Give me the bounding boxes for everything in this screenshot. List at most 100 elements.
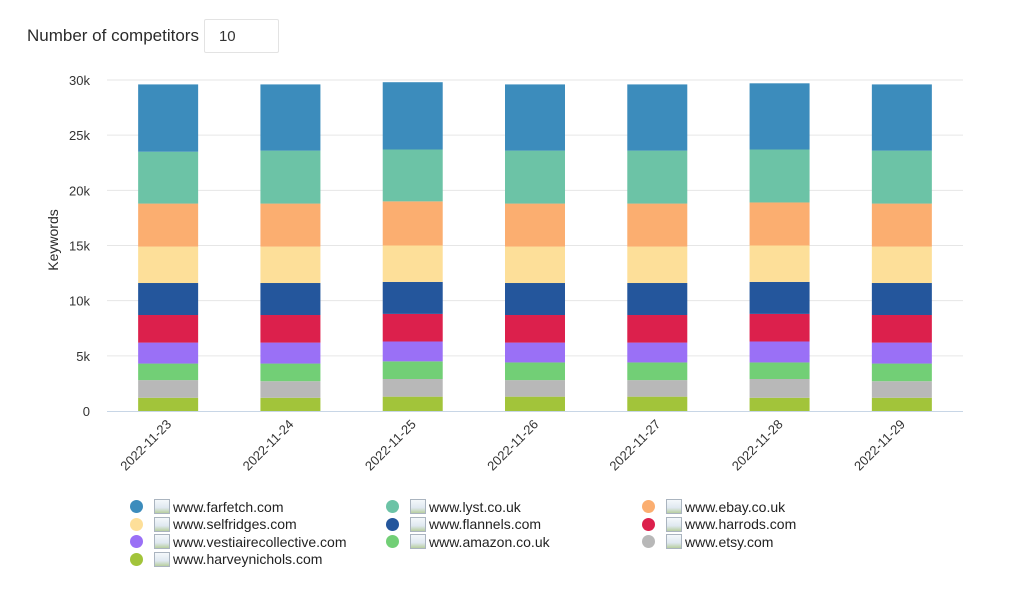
legend-label: www.etsy.com xyxy=(685,533,774,550)
bar-segment xyxy=(505,283,565,316)
legend-color-dot xyxy=(642,535,655,548)
bar-segment xyxy=(749,313,810,342)
legend-item[interactable]: www.amazon.co.uk xyxy=(386,533,550,550)
bar-segment xyxy=(260,246,321,284)
bar-segment xyxy=(871,246,932,284)
legend-color-dot xyxy=(386,535,399,548)
legend-item[interactable]: www.etsy.com xyxy=(642,533,773,550)
bar-segment xyxy=(382,149,443,202)
legend-color-dot xyxy=(386,500,399,513)
bar-segment xyxy=(382,396,443,411)
legend-item[interactable]: www.harrods.com xyxy=(642,516,796,533)
competitors-input[interactable] xyxy=(203,19,279,53)
bar-segment xyxy=(260,283,321,316)
y-tick-label: 25k xyxy=(69,128,90,143)
x-tick-label: 2022-11-23 xyxy=(117,417,174,474)
bar-segment xyxy=(627,246,688,284)
legend-label: www.selfridges.com xyxy=(173,516,297,532)
bar-segment xyxy=(871,397,932,411)
bar-segment xyxy=(138,342,199,364)
bar-segment xyxy=(749,149,810,203)
legend-color-dot xyxy=(130,552,143,566)
bar-segment xyxy=(627,342,688,363)
bar-segment xyxy=(260,342,321,364)
y-tick-label: 15k xyxy=(69,239,90,254)
broken-image-icon xyxy=(154,534,170,549)
bar-segment xyxy=(505,396,565,411)
y-axis-label: Keywords xyxy=(45,209,61,270)
bar-segment xyxy=(260,150,321,204)
bar-segment xyxy=(505,342,565,363)
bar-segment xyxy=(627,380,688,397)
bar-segment xyxy=(505,150,565,204)
competitors-label: Number of competitors xyxy=(27,26,199,45)
bar-segment xyxy=(749,281,810,314)
legend-label: www.vestiairecollective.com xyxy=(173,533,347,550)
legend-label: www.farfetch.com xyxy=(173,498,284,515)
bar-segment xyxy=(260,397,321,411)
legend-label: www.amazon.co.uk xyxy=(429,533,550,550)
x-tick-label: 2022-11-29 xyxy=(851,417,908,474)
bar-segment xyxy=(749,83,810,150)
bar-segment xyxy=(138,203,199,247)
legend-item[interactable]: www.harveynichols.com xyxy=(130,551,322,568)
bar-segment xyxy=(138,315,199,343)
x-tick-label: 2022-11-27 xyxy=(606,417,663,474)
bar-segment xyxy=(382,379,443,397)
x-tick-label: 2022-11-28 xyxy=(729,417,786,474)
bar-segment xyxy=(871,342,932,364)
legend-item[interactable]: www.flannels.com xyxy=(386,516,541,533)
broken-image-icon xyxy=(410,534,426,549)
legend-color-dot xyxy=(130,517,143,531)
y-tick-label: 0 xyxy=(83,404,90,419)
bar-segment xyxy=(505,380,565,397)
bar-segment xyxy=(382,313,443,342)
bar-segment xyxy=(138,84,199,152)
bar-segment xyxy=(260,381,321,398)
x-tick-label: 2022-11-24 xyxy=(240,417,297,474)
bar-segment xyxy=(871,84,932,151)
y-tick-label: 5k xyxy=(76,349,90,364)
legend-color-dot xyxy=(642,517,655,531)
bar-segment xyxy=(627,362,688,381)
bar-segment xyxy=(871,150,932,204)
bar-segment xyxy=(627,203,688,247)
legend-item[interactable]: www.vestiairecollective.com xyxy=(130,533,347,550)
bar-segment xyxy=(749,245,810,282)
bar-segment xyxy=(749,202,810,246)
broken-image-icon xyxy=(666,534,682,549)
bar-segment xyxy=(260,203,321,247)
bar-segment xyxy=(627,315,688,343)
y-tick-label: 10k xyxy=(69,294,90,309)
bar-segment xyxy=(749,341,810,363)
bar-segment xyxy=(871,381,932,398)
bar-segment xyxy=(627,283,688,316)
legend-item[interactable]: www.selfridges.com xyxy=(130,516,297,533)
bar-segment xyxy=(138,283,199,316)
competitors-control: Number of competitors xyxy=(27,19,279,53)
legend-label: www.harveynichols.com xyxy=(173,551,323,567)
x-tick-label: 2022-11-25 xyxy=(362,417,419,474)
legend-color-dot xyxy=(642,500,655,513)
legend-label: www.ebay.co.uk xyxy=(685,498,786,515)
bars xyxy=(138,82,932,411)
y-tick-label: 20k xyxy=(69,183,90,198)
bar-segment xyxy=(260,315,321,343)
bar-segment xyxy=(749,379,810,398)
broken-image-icon xyxy=(410,499,426,514)
broken-image-icon xyxy=(154,516,170,532)
legend-color-dot xyxy=(130,500,143,513)
bar-segment xyxy=(871,283,932,316)
legend-item[interactable]: www.farfetch.com xyxy=(130,498,283,515)
bar-segment xyxy=(382,341,443,362)
bar-segment xyxy=(749,362,810,380)
bar-segment xyxy=(260,84,321,151)
broken-image-icon xyxy=(410,516,426,532)
legend-item[interactable]: www.lyst.co.uk xyxy=(386,498,521,515)
legend-item[interactable]: www.ebay.co.uk xyxy=(642,498,785,515)
bar-segment xyxy=(382,281,443,314)
bar-segment xyxy=(138,397,199,411)
legend-label: www.harrods.com xyxy=(685,516,797,532)
bar-segment xyxy=(505,203,565,247)
bar-segment xyxy=(505,246,565,284)
